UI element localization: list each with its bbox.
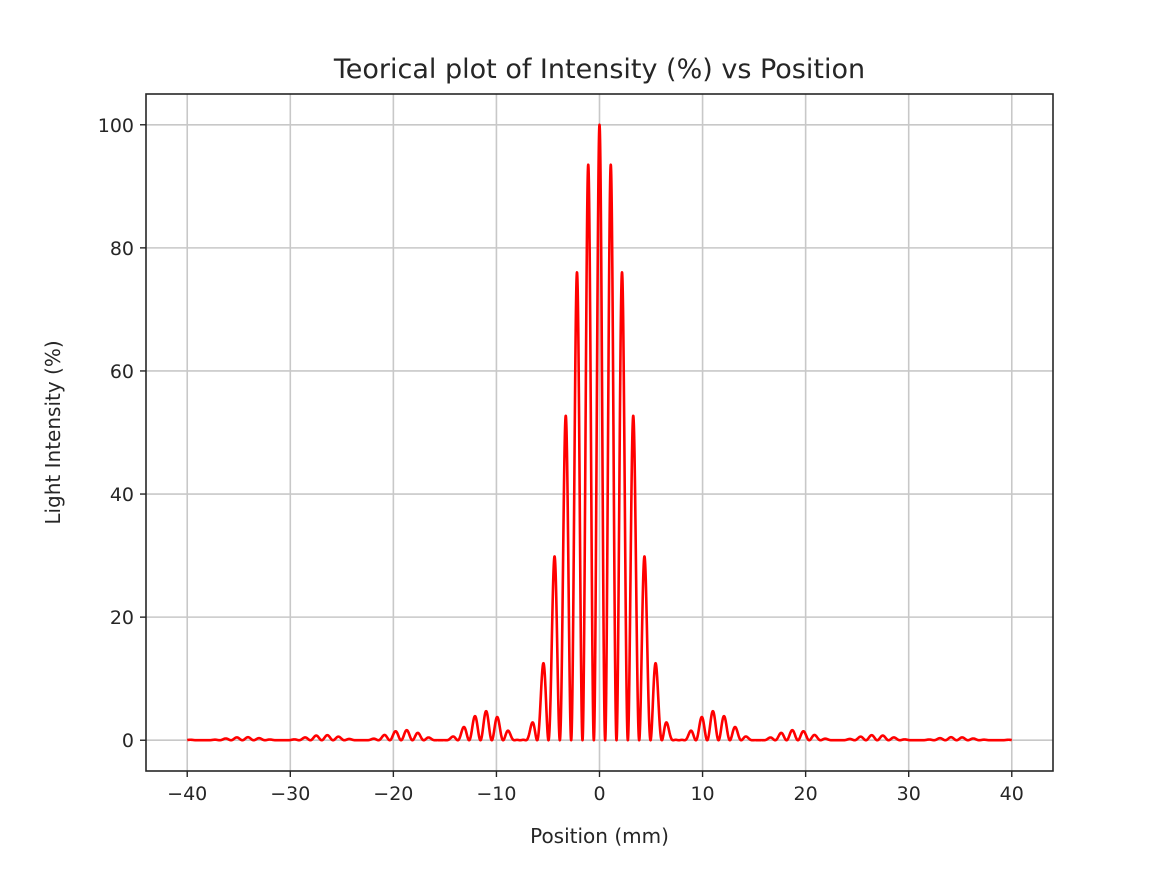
x-tick-label: −20: [373, 783, 413, 805]
x-tick-label: 0: [593, 783, 605, 805]
intensity-series-line: [186, 123, 1013, 742]
x-tick-label: 10: [690, 783, 714, 805]
x-tick-label: −40: [167, 783, 207, 805]
x-tick-label: −30: [270, 783, 310, 805]
x-axis-label: Position (mm): [530, 824, 669, 848]
y-tick-label: 0: [122, 730, 134, 752]
y-tick-label: 60: [110, 361, 134, 383]
y-tick-label: 40: [110, 484, 134, 506]
x-axis: −40 −30 −20 −10 0 10 20 30 40: [167, 771, 1024, 805]
y-axis: 0 20 40 60 80 100: [98, 115, 146, 752]
grid: [146, 94, 1053, 771]
y-tick-label: 20: [110, 607, 134, 629]
chart-title: Teorical plot of Intensity (%) vs Positi…: [333, 54, 865, 85]
y-axis-label: Light Intensity (%): [41, 340, 65, 524]
x-tick-label: 40: [1000, 783, 1024, 805]
x-tick-label: 30: [897, 783, 921, 805]
plot-area: [186, 123, 1013, 742]
x-tick-label: 20: [794, 783, 818, 805]
x-tick-label: −10: [476, 783, 516, 805]
y-tick-label: 100: [98, 115, 134, 137]
y-tick-label: 80: [110, 238, 134, 260]
